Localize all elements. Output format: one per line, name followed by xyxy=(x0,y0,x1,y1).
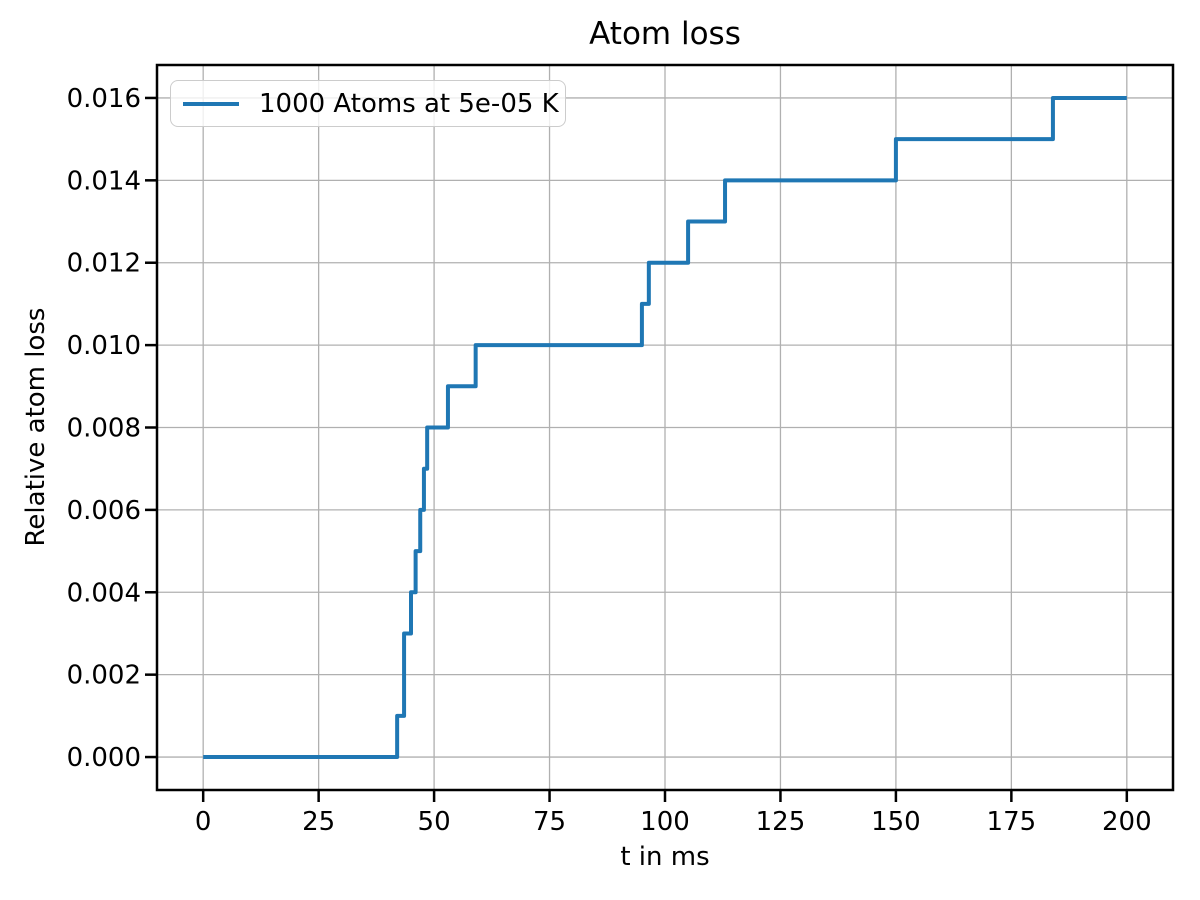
y-tick-label: 0.002 xyxy=(67,661,141,691)
x-tick-label: 50 xyxy=(418,807,451,837)
y-axis-label: Relative atom loss xyxy=(21,307,51,547)
x-tick-label: 125 xyxy=(756,807,806,837)
x-tick-label: 25 xyxy=(302,807,335,837)
legend-label: 1000 Atoms at 5e-05 K xyxy=(259,88,559,119)
x-axis-label: t in ms xyxy=(620,842,710,872)
y-tick-label: 0.008 xyxy=(67,414,141,444)
y-tick-label: 0.012 xyxy=(67,249,141,279)
x-tick-label: 175 xyxy=(987,807,1037,837)
x-tick-label: 200 xyxy=(1102,807,1152,837)
x-tick-label: 0 xyxy=(195,807,212,837)
x-tick-label: 150 xyxy=(871,807,921,837)
y-tick-label: 0.000 xyxy=(67,743,141,773)
chart-title: Atom loss xyxy=(589,16,741,52)
data-line xyxy=(203,95,1127,760)
y-tick-label: 0.016 xyxy=(67,84,141,114)
x-tick-label: 75 xyxy=(533,807,566,837)
y-tick-label: 0.006 xyxy=(67,496,141,526)
legend-line-sample xyxy=(183,101,239,106)
x-tick-label: 100 xyxy=(640,807,690,837)
legend: 1000 Atoms at 5e-05 K xyxy=(170,80,566,127)
y-tick-label: 0.004 xyxy=(67,578,141,608)
y-tick-label: 0.014 xyxy=(67,166,141,196)
y-tick-label: 0.010 xyxy=(67,331,141,361)
